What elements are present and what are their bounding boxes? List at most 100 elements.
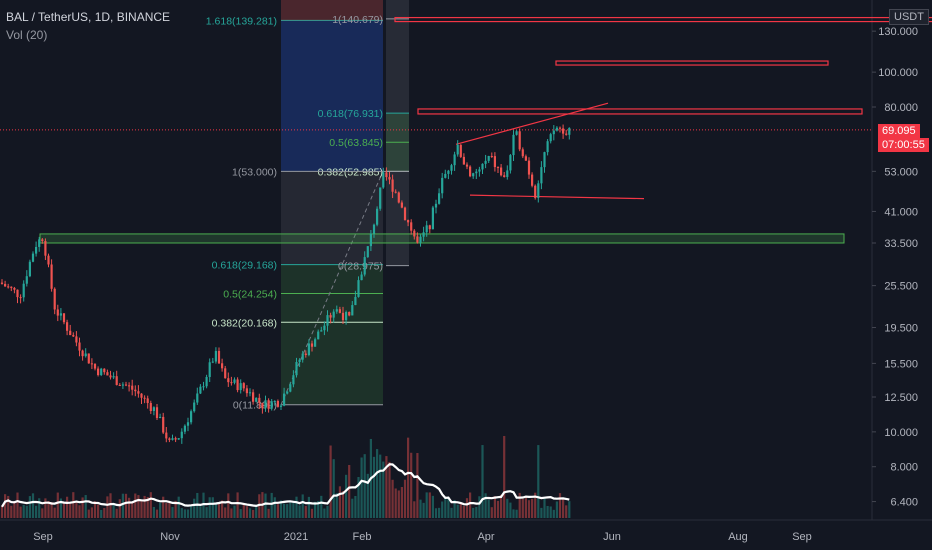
volume-bar — [177, 496, 180, 518]
candle-body — [450, 165, 453, 171]
candle-body — [211, 361, 214, 363]
candle-body — [90, 363, 93, 365]
volume-bar — [292, 500, 295, 518]
candle-body — [124, 384, 128, 386]
volume-bar — [391, 479, 394, 518]
volume-bar — [434, 508, 438, 518]
candle-body — [515, 131, 518, 135]
fib-left-zone-mid — [281, 171, 383, 265]
volume-bar — [233, 505, 236, 518]
currency-badge[interactable]: USDT — [889, 9, 929, 25]
candle-body — [53, 288, 56, 310]
candle-body — [434, 203, 438, 208]
candle-body — [69, 330, 72, 336]
candle-body — [478, 169, 481, 172]
volume-bar — [121, 493, 124, 518]
volume-bar — [354, 495, 357, 518]
volume-bar — [143, 495, 146, 518]
volume-bar — [509, 502, 512, 518]
volume-bar — [279, 500, 283, 518]
volume-bar — [503, 435, 506, 518]
volume-indicator-label[interactable]: Vol (20) — [6, 28, 48, 42]
candle-body — [481, 163, 484, 170]
fib-left-level-label: 0(11.899) — [233, 400, 277, 412]
candle-body — [252, 392, 255, 402]
volume-bar — [459, 502, 462, 518]
volume-bar — [66, 496, 69, 518]
volume-bar — [155, 509, 159, 518]
candle-body — [366, 246, 369, 258]
fib-top-zone — [281, 0, 383, 21]
candle-body — [314, 339, 317, 347]
volume-bar — [93, 501, 97, 518]
price-tick-label: 100.000 — [878, 67, 918, 79]
volume-bar — [28, 496, 31, 518]
candle-body — [78, 342, 81, 351]
candle-body — [438, 193, 441, 204]
volume-bar — [286, 504, 289, 518]
price-tick-label: 80.000 — [884, 102, 918, 114]
volume-bar — [230, 508, 233, 518]
candle-body — [369, 233, 372, 247]
candle-body — [493, 156, 496, 168]
candle-body — [531, 174, 534, 186]
candle-body — [16, 289, 19, 298]
time-tick-label: Sep — [792, 531, 812, 543]
volume-bar — [487, 499, 490, 518]
candle-body — [558, 127, 562, 129]
volume-bar — [174, 500, 177, 518]
upper-trendline — [455, 102, 609, 145]
candle-body — [469, 166, 472, 177]
candle-body — [490, 155, 493, 157]
volume-bar — [562, 499, 565, 518]
candle-body — [425, 225, 428, 233]
candle-body — [521, 149, 524, 157]
volume-bar — [4, 494, 7, 518]
volume-bar — [416, 453, 419, 518]
candle-body — [447, 170, 450, 174]
volume-bar — [180, 508, 183, 518]
volume-bar — [348, 464, 351, 518]
fib-left-level-label: 1.618(139.281) — [206, 15, 277, 27]
candle-body — [0, 282, 4, 284]
fib-right-level-label: 0.5(63.845) — [329, 137, 383, 149]
candle-body — [131, 385, 134, 390]
candle-body — [174, 438, 177, 440]
candle-body — [56, 309, 59, 316]
volume-bar — [152, 506, 155, 518]
candle-body — [245, 388, 248, 394]
volume-bar — [382, 461, 385, 518]
candle-body — [320, 330, 323, 332]
candle-body — [87, 353, 90, 364]
candle-body — [146, 398, 149, 404]
candle-body — [162, 416, 165, 433]
candle-body — [512, 134, 515, 156]
volume-bar — [149, 492, 152, 518]
volume-bar — [205, 507, 208, 518]
candle-body — [93, 363, 97, 369]
candle-body — [248, 392, 252, 394]
volume-bar — [456, 504, 459, 518]
volume-bar — [31, 493, 35, 518]
candle-body — [456, 144, 459, 155]
time-tick-label: Feb — [353, 531, 372, 543]
candle-body — [549, 134, 552, 142]
candle-body — [382, 172, 385, 188]
volume-bar — [276, 504, 279, 518]
fib-left-zone-upper — [281, 20, 383, 172]
candle-body — [376, 208, 379, 225]
volume-bar — [326, 505, 329, 518]
volume-bar — [444, 496, 447, 518]
candle-body — [310, 343, 314, 347]
volume-bar — [90, 507, 93, 518]
candle-body — [459, 144, 462, 157]
candle-body — [233, 379, 236, 383]
candle-body — [351, 305, 354, 316]
symbol-title[interactable]: BAL / TetherUS, 1D, BINANCE — [6, 10, 171, 24]
price-tick-label: 6.400 — [890, 497, 918, 509]
fib-right-zone — [386, 0, 409, 266]
volume-bar — [531, 498, 534, 518]
candle-body — [171, 438, 174, 440]
candle-body — [568, 127, 571, 135]
